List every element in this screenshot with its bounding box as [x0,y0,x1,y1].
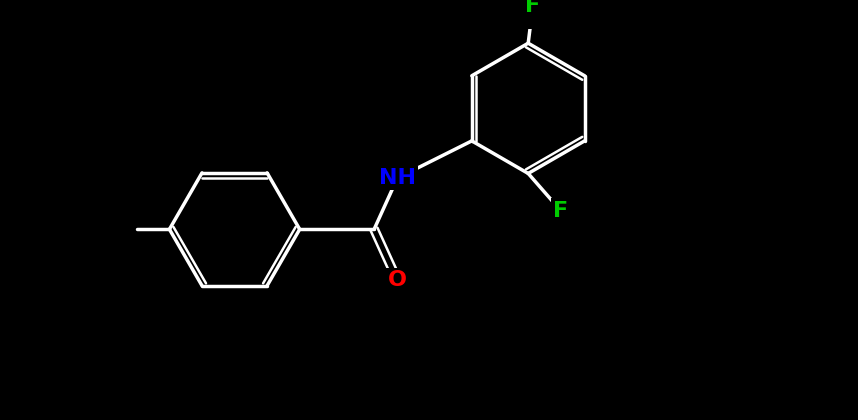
Text: O: O [388,270,407,291]
Text: F: F [525,0,541,16]
Text: F: F [553,201,568,220]
Text: NH: NH [379,168,416,188]
